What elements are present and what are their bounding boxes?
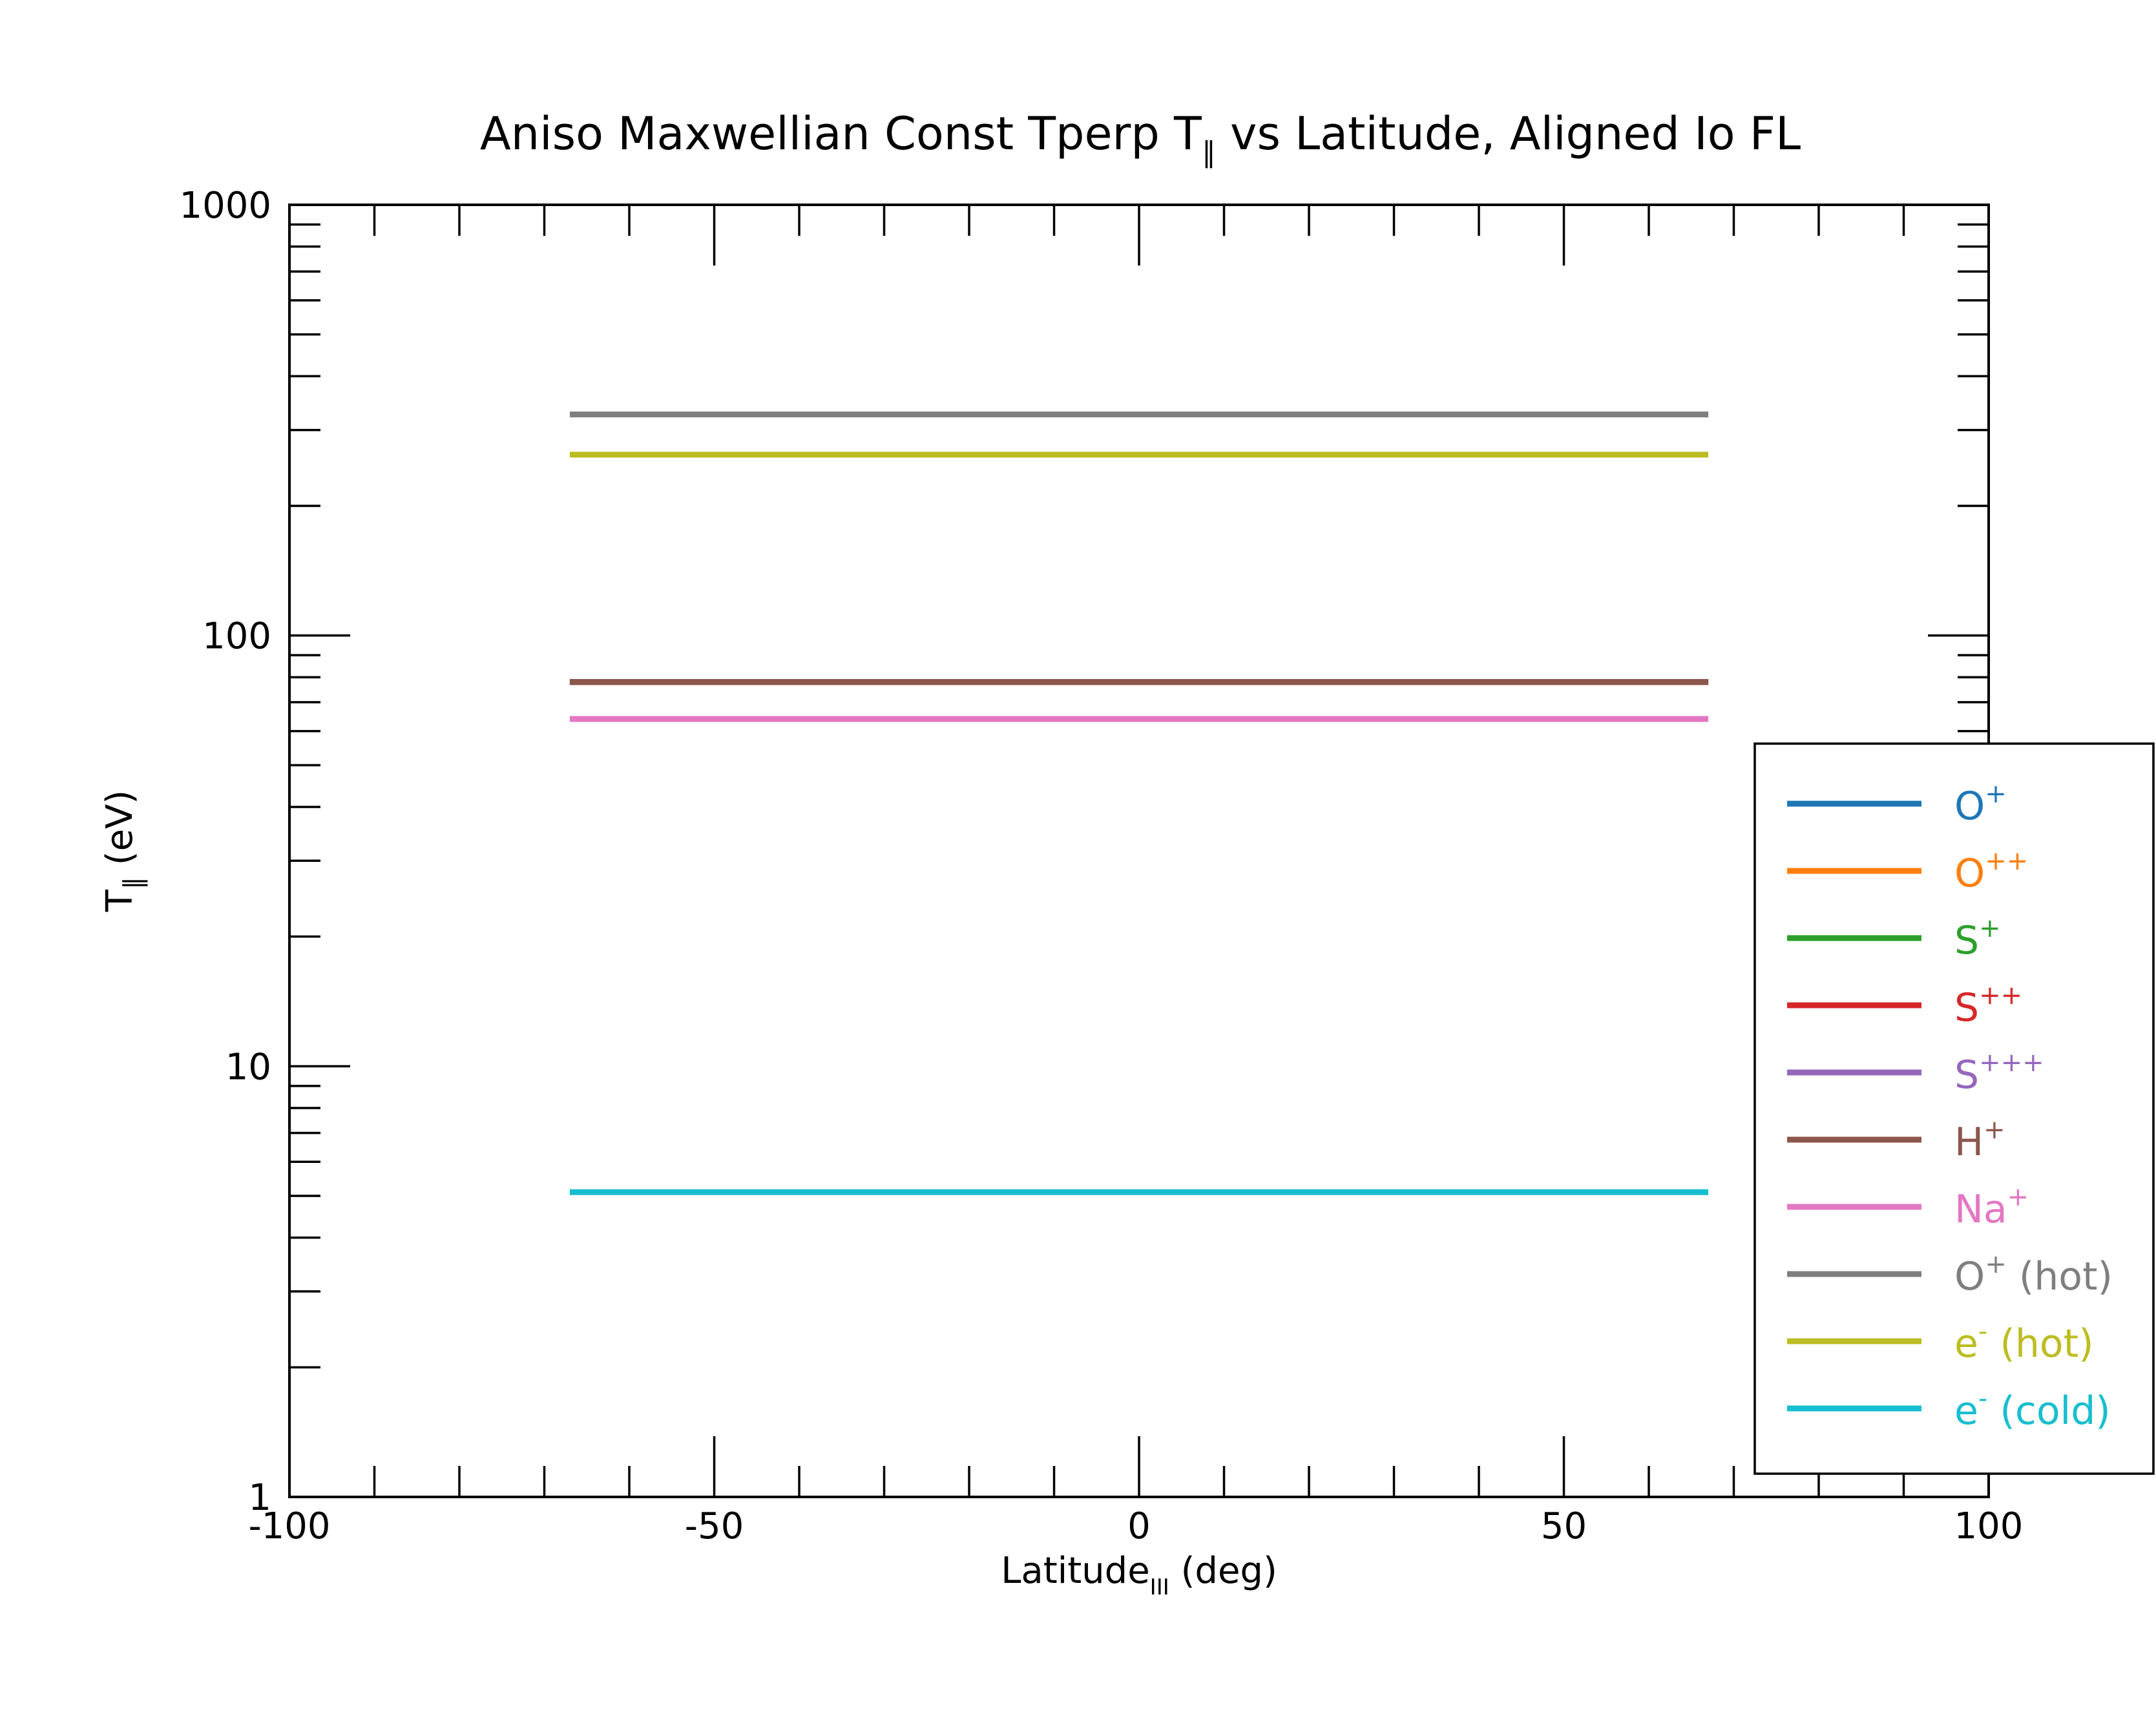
y-axis-label: T∥ (eV): [99, 790, 149, 912]
y-tick-label: 1: [248, 1477, 271, 1519]
plot-frame: [288, 204, 1990, 1498]
legend-label: e- (hot): [1954, 1317, 2094, 1366]
x-tick-label: 50: [1541, 1505, 1587, 1547]
y-tick-label: 100: [202, 616, 271, 658]
legend-label: S+++: [1954, 1048, 2044, 1098]
chart-title-sub: ∥: [1202, 136, 1216, 169]
x-axis-label-tail: (deg): [1169, 1550, 1277, 1592]
x-tick-label: 100: [1954, 1505, 2024, 1547]
legend-label: S++: [1954, 981, 2022, 1030]
legend: O+ O++ S+ S++ S+++ H+ Na+ O+ (hot) e- (hot) e- (c…: [1753, 742, 2155, 1475]
legend-frame: [1753, 742, 2155, 1475]
legend-label: O+ (hot): [1954, 1249, 2113, 1299]
legend-items: O+ O++ S+ S++ S+++ H+ Na+ O+ (hot) e- (hot) e- (c…: [1787, 779, 2113, 1434]
y-tick-label: 1000: [179, 185, 271, 227]
x-axis-label: LatitudeIII (deg): [1001, 1550, 1277, 1600]
y-tick-label: 10: [225, 1046, 271, 1088]
legend-label: H+: [1954, 1115, 2005, 1165]
x-tick-label: -100: [248, 1505, 330, 1547]
x-tick-label: -50: [685, 1505, 744, 1547]
x-axis-label-sub: III: [1150, 1574, 1169, 1600]
x-tick-labels: -100 -50 0 50 100: [248, 1505, 2023, 1547]
legend-label: S+: [1954, 914, 2001, 963]
legend-label: O++: [1954, 846, 2028, 896]
series-lines: [569, 412, 1709, 1195]
y-tick-labels: 1 10 100 1000: [179, 185, 271, 1519]
chart-title: Aniso Maxwellian Const Tperp T∥ vs Latit…: [480, 107, 1801, 169]
chart-title-tail: vs Latitude, Aligned Io FL: [1216, 107, 1801, 160]
legend-label: O+: [1954, 779, 2007, 829]
x-axis-label-main: Latitude: [1001, 1550, 1149, 1592]
y-axis-label-main: T: [99, 889, 141, 912]
y-axis-label-sub: ∥: [119, 877, 149, 890]
axis-ticks: [289, 205, 1989, 1497]
legend-label: Na+: [1954, 1182, 2029, 1232]
x-tick-label: 0: [1127, 1505, 1151, 1547]
chart-title-main: Aniso Maxwellian Const Tperp T: [480, 107, 1202, 160]
legend-label: e- (cold): [1954, 1384, 2111, 1434]
y-axis-label-tail: (eV): [99, 790, 141, 877]
